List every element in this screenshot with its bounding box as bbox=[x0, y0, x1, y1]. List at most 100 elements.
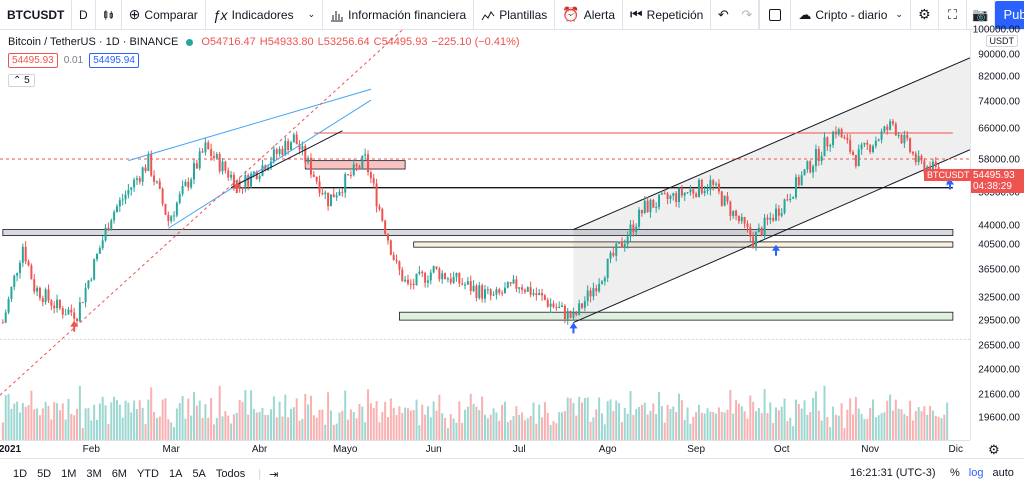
volume-bar bbox=[512, 416, 515, 440]
legend-title: Bitcoin / TetherUS · 1D · BINANCE bbox=[8, 36, 179, 48]
volume-bar bbox=[144, 424, 147, 440]
sell-button[interactable]: 54495.93 bbox=[8, 53, 58, 68]
range-button[interactable]: 1D bbox=[13, 468, 28, 480]
volume-bar bbox=[600, 413, 603, 440]
candle-body bbox=[623, 244, 626, 248]
candle-body bbox=[335, 195, 338, 198]
candle-body bbox=[429, 272, 432, 281]
volume-bar bbox=[695, 412, 698, 440]
publish-button[interactable]: Publicar bbox=[994, 0, 1024, 29]
auto-toggle[interactable]: auto bbox=[992, 467, 1014, 479]
candle-body bbox=[792, 197, 795, 199]
candle-body bbox=[769, 217, 772, 220]
volume-bar bbox=[889, 394, 892, 440]
chart-type-button[interactable] bbox=[96, 0, 122, 30]
volume-bar bbox=[255, 412, 258, 440]
financial-info-button[interactable]: Información financiera bbox=[323, 0, 475, 30]
buy-button[interactable]: 54495.94 bbox=[89, 53, 139, 68]
candle-body bbox=[170, 216, 173, 222]
volume-bar bbox=[198, 400, 201, 440]
square-icon bbox=[769, 8, 782, 21]
range-button[interactable]: 3M bbox=[86, 468, 102, 480]
candle-body bbox=[155, 181, 158, 183]
volume-bar bbox=[98, 403, 101, 440]
candle-body bbox=[133, 179, 136, 188]
volume-bar bbox=[581, 402, 583, 440]
volume-bar bbox=[603, 424, 606, 440]
candle-body bbox=[135, 178, 138, 180]
volume-bar bbox=[472, 403, 475, 440]
candle-body bbox=[469, 281, 472, 292]
volume-bar bbox=[783, 398, 786, 440]
volume-bar bbox=[823, 385, 826, 440]
price-chart[interactable] bbox=[0, 30, 970, 440]
range-button[interactable]: 6M bbox=[111, 468, 127, 480]
compare-button[interactable]: ⊕ Comparar bbox=[122, 0, 206, 30]
templates-button[interactable]: Plantillas bbox=[474, 0, 556, 30]
candle-body bbox=[150, 154, 153, 176]
snapshot-button[interactable]: 📷 bbox=[967, 0, 995, 30]
range-button[interactable]: 5D bbox=[37, 468, 52, 480]
currency-badge[interactable]: USDT bbox=[985, 35, 1018, 47]
volume-bar bbox=[917, 407, 920, 440]
volume-bar bbox=[926, 414, 929, 440]
candle-body bbox=[361, 155, 364, 168]
candle-body bbox=[307, 157, 310, 163]
layout-select-button[interactable] bbox=[759, 0, 792, 30]
log-toggle[interactable]: log bbox=[968, 467, 984, 479]
volume-bar bbox=[546, 412, 549, 440]
settings-button[interactable]: ⚙ bbox=[911, 0, 939, 30]
undo-button[interactable]: ↶ bbox=[711, 0, 735, 30]
candle-body bbox=[581, 303, 583, 308]
range-button[interactable]: Todos bbox=[215, 468, 246, 480]
candle-body bbox=[312, 174, 315, 177]
range-button[interactable]: 5A bbox=[192, 468, 206, 480]
candle-body bbox=[503, 287, 506, 294]
candle-body bbox=[78, 302, 81, 322]
candle-body bbox=[832, 131, 835, 145]
time-scale[interactable]: 2021 Feb Mar Abr Mayo Jun Jul Ago Sep Oct Nov Dic bbox=[0, 440, 970, 458]
volume-bar bbox=[324, 424, 327, 440]
candle-body bbox=[712, 180, 715, 185]
candle-body bbox=[444, 273, 447, 279]
volume-bar bbox=[224, 411, 227, 440]
candle-body bbox=[435, 266, 438, 269]
candle-body bbox=[446, 278, 449, 280]
alert-button[interactable]: ⏰ Alerta bbox=[555, 0, 624, 30]
volume-bar bbox=[290, 408, 292, 440]
candle-body bbox=[543, 295, 546, 300]
candle-body bbox=[709, 180, 712, 190]
range-button[interactable]: YTD bbox=[136, 468, 159, 480]
date-range-icon[interactable]: ⇥ bbox=[269, 468, 279, 481]
candle-body bbox=[415, 273, 418, 286]
candle-body bbox=[4, 312, 7, 323]
clock[interactable]: 16:21:31 (UTC-3) bbox=[850, 467, 936, 479]
indicators-toggle[interactable]: ⌃ 5 bbox=[8, 74, 35, 87]
candle-body bbox=[421, 271, 424, 273]
volume-bar bbox=[78, 385, 81, 440]
time-tick: Jun bbox=[425, 444, 442, 455]
alarm-clock-icon: ⏰ bbox=[562, 6, 580, 22]
volume-bar bbox=[153, 411, 156, 440]
percent-toggle[interactable]: % bbox=[950, 467, 960, 479]
symbol-search-button[interactable]: BTCUSDT bbox=[0, 0, 72, 30]
range-button[interactable]: 1M bbox=[61, 468, 77, 480]
volume-bar bbox=[444, 417, 447, 440]
candle-body bbox=[224, 161, 227, 171]
interval-button[interactable]: D bbox=[72, 0, 96, 30]
indicators-button[interactable]: ƒx Indicadores ⌄ bbox=[206, 0, 324, 30]
layout-name-button[interactable]: ☁ Cripto - diario ⌄ bbox=[791, 0, 911, 30]
candle-body bbox=[877, 139, 880, 141]
price-tick: 19600.00 bbox=[978, 412, 1020, 424]
replay-button[interactable]: ⏮ Repetición bbox=[623, 0, 712, 30]
volume-bar bbox=[612, 410, 615, 440]
fullscreen-button[interactable]: ⛶ bbox=[939, 0, 967, 30]
price-scale[interactable]: USDT 100000.00 90000.00 82000.00 74000.00 66… bbox=[970, 25, 1024, 440]
candle-body bbox=[50, 300, 53, 306]
volume-bar bbox=[515, 406, 518, 440]
range-button[interactable]: 1A bbox=[168, 468, 183, 480]
scale-settings-button[interactable]: ⚙ bbox=[988, 442, 1000, 458]
chevron-down-icon: ⌄ bbox=[307, 9, 316, 19]
redo-button[interactable]: ↷ bbox=[735, 0, 760, 30]
volume-bar bbox=[252, 409, 255, 440]
